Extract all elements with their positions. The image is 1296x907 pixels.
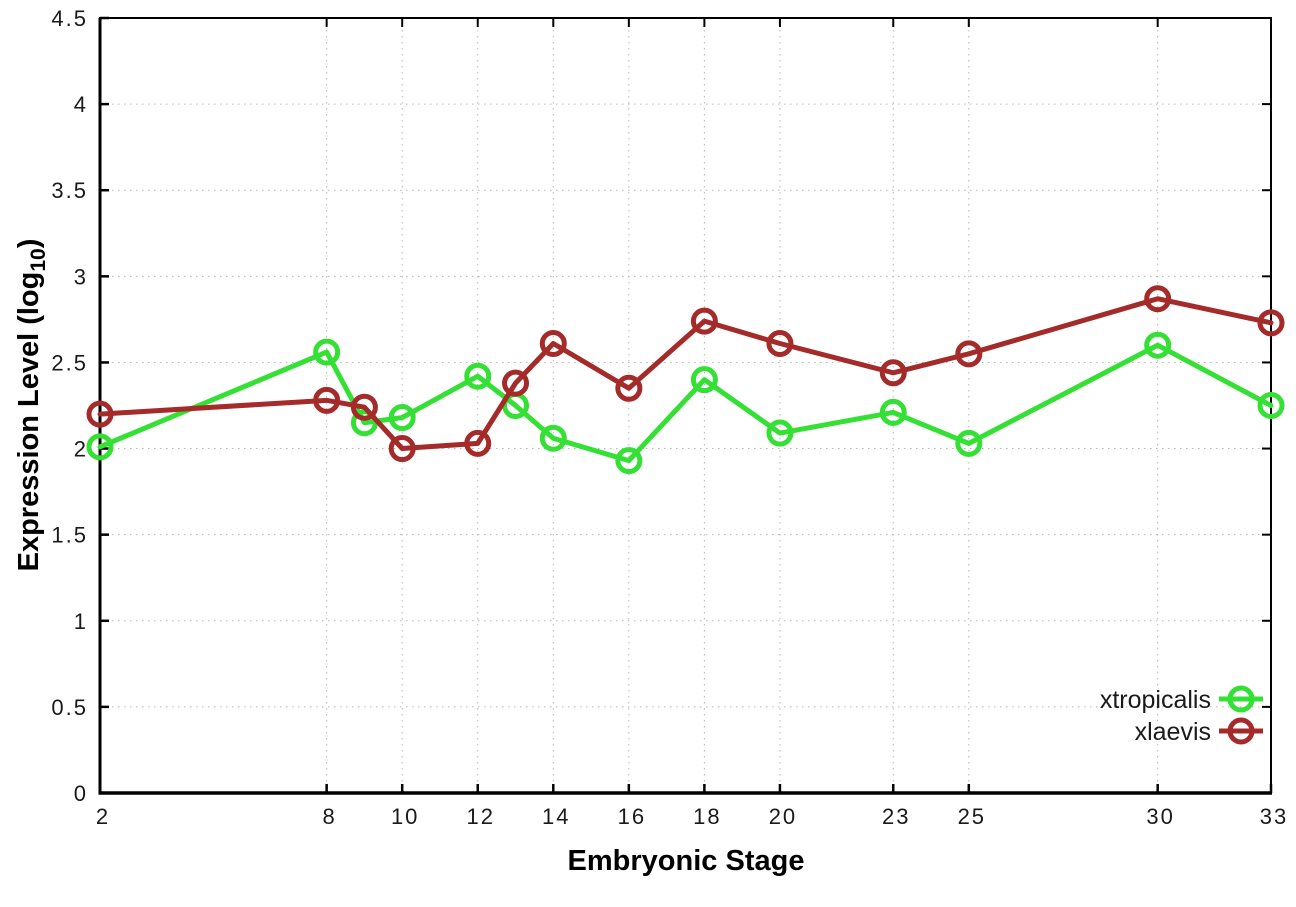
x-tick-label: 2 (96, 804, 110, 829)
x-tick-label: 14 (542, 804, 570, 829)
series-xlaevis-marker (690, 307, 718, 335)
y-axis-title: Expression Level (log10) (13, 239, 51, 572)
series-xlaevis-marker (1144, 285, 1172, 313)
x-tick-label: 10 (391, 804, 419, 829)
x-tick-label: 23 (882, 804, 910, 829)
tick-labels: 2 8 10 12 14 16 18 20 23 25 30 33 0 0.5 1 1.5 2 2.5 3 3.5 4 4… (51, 6, 1288, 829)
y-tick-label: 1 (74, 609, 88, 634)
y-tick-label: 0 (74, 781, 88, 806)
x-tick-label: 12 (466, 804, 494, 829)
series-xlaevis-marker (1257, 309, 1285, 337)
series-xtropicalis-marker (879, 398, 907, 426)
series-xlaevis-marker (313, 386, 341, 414)
series-xlaevis-marker (86, 400, 114, 428)
series-xlaevis-marker (955, 340, 983, 368)
x-axis-title: Embryonic Stage (567, 845, 805, 877)
legend-sample-marker (1227, 717, 1255, 745)
legend-label: xlaevis (1135, 718, 1211, 746)
y-axis-title-main: Expression Level (log (13, 271, 45, 572)
legend-entry-xtropicalis: xtropicalis (1100, 685, 1263, 714)
y-tick-label: 0.5 (51, 695, 88, 720)
series-xtropicalis-marker (766, 419, 794, 447)
series-xtropicalis-marker (690, 366, 718, 394)
series-xtropicalis-marker (388, 404, 416, 432)
y-tick-label: 3.5 (51, 178, 88, 203)
series-xlaevis-marker (388, 435, 416, 463)
y-tick-label: 1.5 (51, 523, 88, 548)
series-xlaevis-marker (615, 374, 643, 402)
series-xtropicalis-marker (1257, 392, 1285, 419)
series-xtropicalis (86, 331, 1285, 475)
series-xtropicalis-marker (1144, 331, 1172, 359)
series-xlaevis (86, 285, 1285, 463)
series-xlaevis-marker (539, 330, 567, 357)
x-tick-label: 8 (323, 804, 337, 829)
series-xlaevis-marker (502, 369, 530, 397)
series-xlaevis-marker (766, 330, 794, 357)
y-axis-title-subscript: 10 (27, 248, 50, 272)
series-xtropicalis-marker (955, 429, 983, 457)
y-tick-label: 3 (74, 264, 88, 289)
series-xlaevis-marker (350, 393, 378, 421)
series-xlaevis-marker (464, 429, 492, 457)
x-tick-label: 25 (958, 804, 986, 829)
x-tick-label: 16 (618, 804, 646, 829)
series-xtropicalis-marker (615, 447, 643, 475)
x-tick-label: 33 (1260, 804, 1288, 829)
series-xtropicalis-marker (539, 424, 567, 452)
legend-sample-marker (1227, 685, 1255, 713)
x-tick-label: 30 (1146, 804, 1174, 829)
y-axis-title-close: ) (13, 238, 45, 249)
series-xtropicalis-marker (313, 338, 341, 366)
x-tick-label: 20 (769, 804, 797, 829)
y-tick-label: 4 (74, 92, 88, 117)
series-xtropicalis-marker (464, 362, 492, 390)
legend: xtropicalis xlaevis (1100, 685, 1263, 746)
x-tick-label: 18 (693, 804, 721, 829)
legend-entry-xlaevis: xlaevis (1135, 717, 1263, 746)
y-tick-label: 2 (74, 437, 88, 462)
series-xtropicalis-marker (86, 433, 114, 461)
y-tick-label: 4.5 (51, 6, 88, 31)
legend-label: xtropicalis (1100, 686, 1211, 714)
series-xtropicalis-line (97, 342, 1274, 464)
series-xlaevis-marker (879, 359, 907, 387)
y-tick-label: 2.5 (51, 350, 88, 375)
tick-marks (98, 16, 1273, 795)
